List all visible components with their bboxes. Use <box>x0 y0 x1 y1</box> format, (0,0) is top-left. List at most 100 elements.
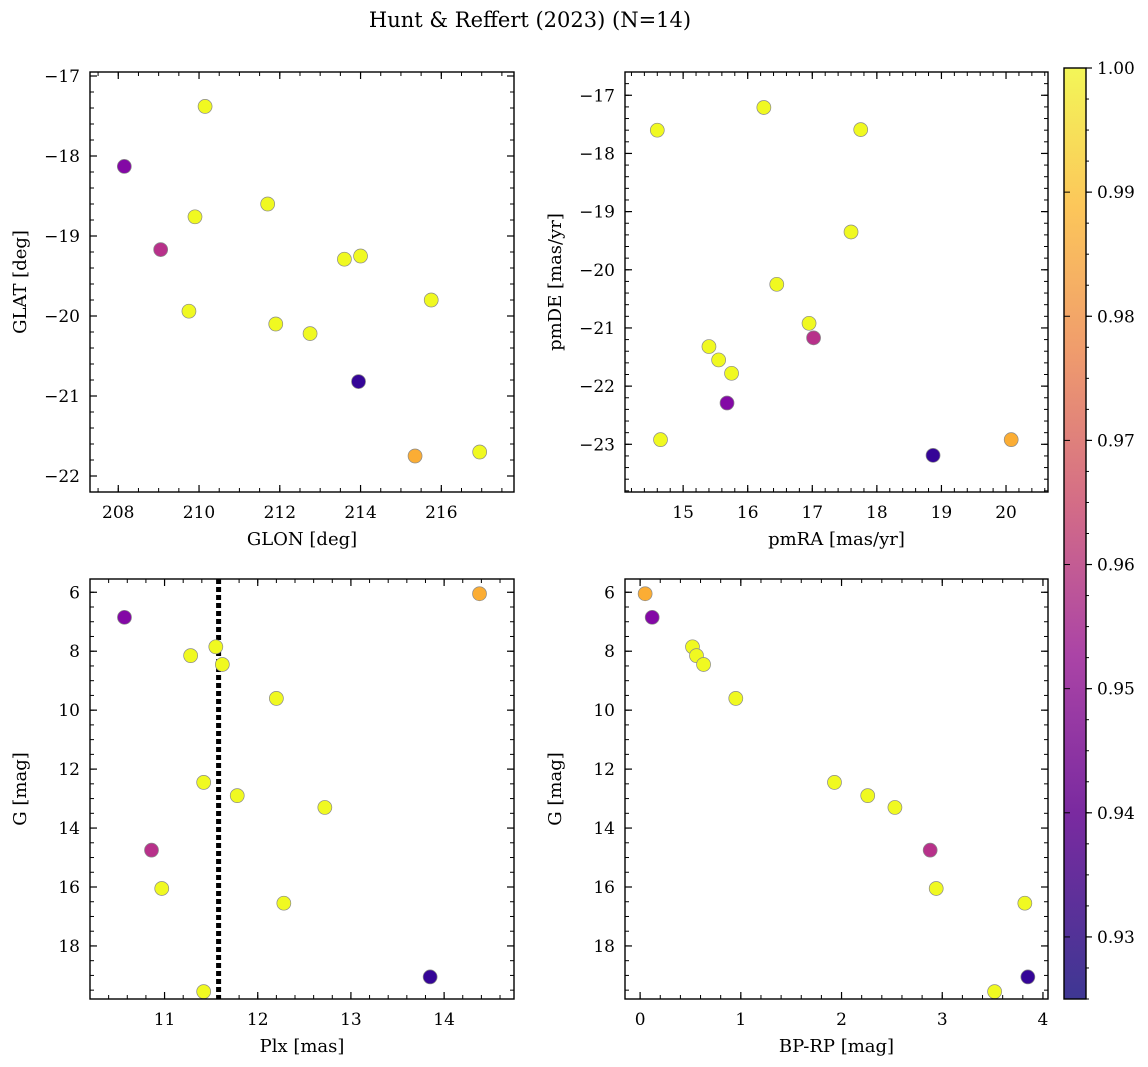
x-tick-label: 208 <box>102 503 134 523</box>
y-tick-label: 6 <box>604 583 615 603</box>
scatter-point <box>117 609 132 625</box>
y-tick-label: −17 <box>579 86 615 106</box>
scatter-point <box>229 788 245 803</box>
scatter-point <box>153 242 169 257</box>
y-axis-label: G [mag] <box>10 752 31 825</box>
x-axis-label: pmRA [mas/yr] <box>768 529 905 550</box>
colorbar-tick-label: 1.00 <box>1097 59 1135 79</box>
scatter-point <box>407 448 423 464</box>
x-tick-label: 216 <box>425 503 457 523</box>
colorbar: 0.93 0.94 0.95 0.96 0.97 0.98 0.99 1.00 <box>1063 59 1135 1000</box>
y-tick-label: −22 <box>44 467 80 487</box>
scatter-point <box>269 691 284 706</box>
x-tick-label: 11 <box>154 1010 176 1030</box>
colorbar-tick-label: 0.94 <box>1097 804 1135 824</box>
x-tick-label: 210 <box>183 503 215 523</box>
x-axis-label: GLON [deg] <box>247 529 357 550</box>
scatter-point <box>187 209 203 225</box>
scatter-point <box>181 303 197 319</box>
scatter-point <box>769 276 785 292</box>
scatter-point <box>144 842 159 858</box>
x-tick-label: 13 <box>340 1010 362 1030</box>
scatter-point <box>711 352 726 368</box>
x-tick-label: 14 <box>433 1010 455 1030</box>
scatter-point <box>302 326 318 341</box>
scatter-point <box>728 691 744 706</box>
axes-frame <box>624 578 1049 1000</box>
y-tick-label: −20 <box>579 261 615 281</box>
x-tick-label: 17 <box>801 503 823 523</box>
y-tick-label: 14 <box>58 819 80 839</box>
y-tick-label: 14 <box>593 819 615 839</box>
colorbar-tick-label: 0.96 <box>1097 556 1135 576</box>
scatter-point <box>653 432 668 447</box>
x-tick-label: 212 <box>264 503 296 523</box>
scatter-point <box>928 881 944 896</box>
y-tick-label: 10 <box>593 701 615 721</box>
x-tick-label: 1 <box>735 1010 746 1030</box>
y-tick-label: −19 <box>579 203 615 223</box>
x-axis-label: BP-RP [mag] <box>779 1036 894 1057</box>
scatter-point <box>260 196 276 212</box>
y-tick-label: 16 <box>593 878 615 898</box>
y-tick-label: 12 <box>593 760 615 780</box>
colorbar-gradient <box>1063 67 1087 1000</box>
y-tick-label: −23 <box>579 435 615 455</box>
x-tick-label: 0 <box>635 1010 646 1030</box>
scatter-point <box>801 315 817 331</box>
scatter-point <box>719 395 735 411</box>
colorbar-tick-label: 0.95 <box>1097 680 1135 700</box>
scatter-point <box>649 122 665 138</box>
scatter-point <box>353 248 368 264</box>
x-tick-label: 18 <box>866 503 888 523</box>
x-tick-label: 16 <box>737 503 759 523</box>
x-tick-label: 4 <box>1038 1010 1049 1030</box>
y-axis-label: GLAT [deg] <box>10 230 31 334</box>
panel-glon-glat: 208 210 212 214 216 −22 −21 −20 −19 −18 −17 GLON [d… <box>10 67 515 550</box>
y-tick-label: −22 <box>579 377 615 397</box>
x-tick-label: 3 <box>937 1010 948 1030</box>
scatter-point <box>701 339 717 354</box>
scatter-point <box>317 800 333 815</box>
colorbar-tick-label: 0.93 <box>1097 928 1135 948</box>
y-tick-label: 12 <box>58 760 80 780</box>
scatter-point <box>637 586 653 602</box>
scatter-point <box>116 159 132 174</box>
colorbar-tick-label: 0.98 <box>1097 307 1135 327</box>
scatter-point <box>196 984 212 999</box>
scatter-point <box>860 788 876 803</box>
scatter-point <box>853 122 869 137</box>
scatter-point <box>987 984 1002 999</box>
scatter-point <box>208 639 224 655</box>
y-tick-label: −17 <box>44 67 80 87</box>
scatter-point <box>214 657 230 672</box>
scatter-point <box>724 365 739 381</box>
x-tick-label: 20 <box>995 503 1017 523</box>
scatter-point <box>472 586 487 602</box>
scatter-point <box>472 444 488 460</box>
axes-frame <box>89 578 515 1000</box>
scatter-point <box>337 251 352 267</box>
panel-pmra-pmde: 15 16 17 18 19 20 −23 −22 −21 −20 −19 −18 −17 pmRA [m… <box>545 71 1049 550</box>
scatter-point <box>351 374 366 389</box>
y-tick-label: −19 <box>44 227 80 247</box>
y-tick-label: 6 <box>69 583 80 603</box>
scatter-point <box>422 969 438 985</box>
x-tick-label: 15 <box>672 503 694 523</box>
scatter-point <box>806 330 821 346</box>
y-tick-label: 16 <box>58 878 80 898</box>
scatter-point <box>268 316 284 332</box>
x-tick-label: 19 <box>931 503 953 523</box>
x-axis-label: Plx [mas] <box>260 1036 345 1057</box>
y-tick-label: 18 <box>593 937 615 957</box>
scatter-point <box>196 775 212 790</box>
scatter-point <box>827 775 842 790</box>
y-axis-label: G [mag] <box>545 752 566 825</box>
scatter-point <box>154 881 170 896</box>
scatter-point <box>276 895 292 911</box>
y-tick-label: 8 <box>604 642 615 662</box>
scatter-point <box>756 100 772 115</box>
x-tick-label: 12 <box>247 1010 269 1030</box>
